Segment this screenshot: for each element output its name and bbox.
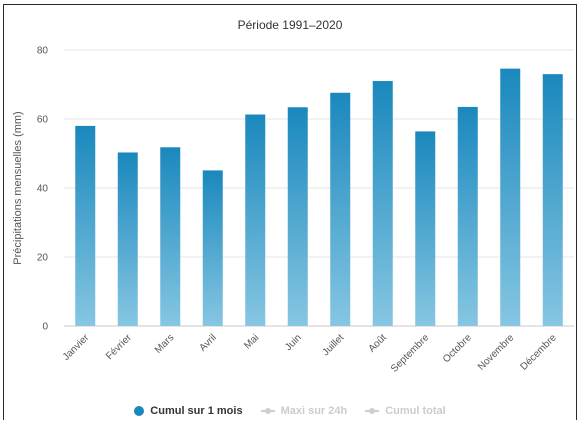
bar-5[interactable] xyxy=(287,107,308,327)
legend-dot-icon xyxy=(134,406,145,416)
x-tick-label: Janvier xyxy=(61,332,92,363)
x-tick-label: Septembre xyxy=(389,332,432,375)
legend-item-cumul-total[interactable]: Cumul total xyxy=(365,405,446,417)
x-tick-label: Avril xyxy=(197,332,218,353)
x-tick-label: Décembre xyxy=(518,332,559,373)
grid-lines xyxy=(64,49,574,327)
chart-svg: 0 20 40 60 80 Janvier Février Mars Avril Mai Juin… xyxy=(12,46,574,375)
x-tick-label: Octobre xyxy=(441,332,474,365)
x-axis-ticks: Janvier Février Mars Avril Mai Juin Juillet Aoû… xyxy=(61,332,559,375)
x-tick-label: Novembre xyxy=(476,332,517,373)
y-axis-ticks: 0 20 40 60 80 xyxy=(37,46,49,333)
bar-8[interactable] xyxy=(415,131,436,326)
x-tick-label: Août xyxy=(367,332,389,354)
bar-2[interactable] xyxy=(160,147,181,326)
legend-line-icon xyxy=(260,408,275,414)
bar-7[interactable] xyxy=(372,81,393,326)
y-tick-label: 0 xyxy=(42,322,48,333)
bars xyxy=(75,68,563,327)
y-tick-label: 80 xyxy=(37,46,49,57)
y-tick-label: 40 xyxy=(37,184,49,195)
legend: Cumul sur 1 mois Maxi sur 24h Cumul tota… xyxy=(0,402,580,420)
y-tick-label: 20 xyxy=(37,253,49,264)
bar-1[interactable] xyxy=(117,152,138,326)
legend-line-icon xyxy=(365,408,380,414)
y-tick-label: 60 xyxy=(37,115,49,126)
chart-title: Période 1991–2020 xyxy=(237,18,343,32)
legend-item-maxi-24h[interactable]: Maxi sur 24h xyxy=(260,405,348,417)
x-tick-label: Juin xyxy=(283,332,304,353)
x-tick-label: Mai xyxy=(242,332,261,351)
legend-label: Cumul total xyxy=(385,405,446,417)
x-tick-label: Février xyxy=(104,332,134,362)
bar-3[interactable] xyxy=(202,170,223,326)
bar-6[interactable] xyxy=(330,92,351,326)
bar-10[interactable] xyxy=(500,68,521,326)
bar-11[interactable] xyxy=(542,74,563,327)
x-tick-label: Mars xyxy=(153,332,177,356)
bar-9[interactable] xyxy=(457,106,478,326)
legend-label: Cumul sur 1 mois xyxy=(150,405,243,417)
bar-0[interactable] xyxy=(75,125,96,327)
x-tick-label: Juillet xyxy=(321,332,347,358)
bar-4[interactable] xyxy=(245,114,266,326)
legend-label: Maxi sur 24h xyxy=(280,405,348,417)
y-axis-label: Précipitations mensuelles (mm) xyxy=(12,111,24,264)
legend-item-cumul-1-mois[interactable]: Cumul sur 1 mois xyxy=(134,405,243,417)
